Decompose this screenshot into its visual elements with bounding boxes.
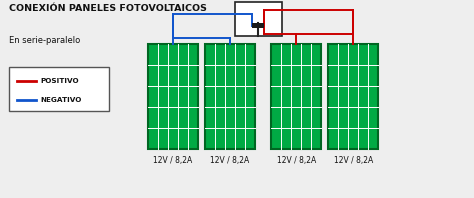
Text: CONEXIÓN PANELES FOTOVOLTAICOS: CONEXIÓN PANELES FOTOVOLTAICOS [9, 4, 207, 13]
Bar [9, 67, 109, 111]
Text: En serie-paralelo: En serie-paralelo [9, 36, 81, 45]
Text: 12V / 8,2A: 12V / 8,2A [210, 156, 249, 165]
Text: POSITIVO: POSITIVO [40, 78, 79, 84]
Bar [205, 44, 255, 148]
Bar [235, 2, 282, 36]
Text: NEGATIVO: NEGATIVO [40, 97, 82, 103]
Bar [271, 44, 321, 148]
Bar [328, 44, 378, 148]
Text: 12V / 8,2A: 12V / 8,2A [277, 156, 316, 165]
Bar [148, 44, 198, 148]
Text: 12V / 8,2A: 12V / 8,2A [154, 156, 192, 165]
Text: 16,4A: 16,4A [241, 21, 275, 31]
Text: 12V / 8,2A: 12V / 8,2A [334, 156, 373, 165]
Bar [252, 23, 264, 28]
Text: 24V: 24V [247, 7, 270, 17]
